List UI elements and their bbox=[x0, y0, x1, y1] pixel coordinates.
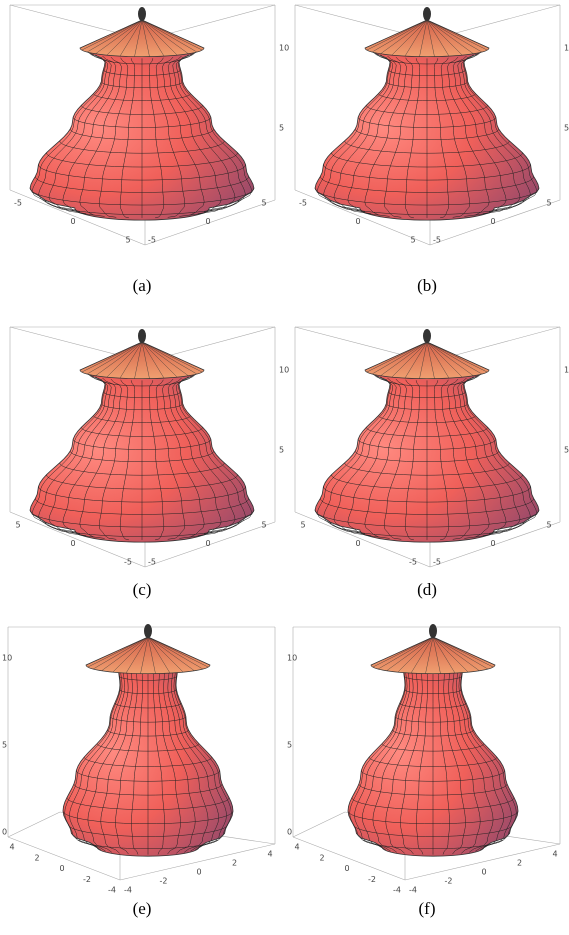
z-tick-label: 5 bbox=[564, 124, 569, 133]
x-tick-label: -5 bbox=[124, 558, 132, 567]
y-tick-label: 0 bbox=[481, 868, 486, 877]
y-tick-label: 0 bbox=[205, 217, 210, 226]
panel: 0 5 10 4 2 0 -2 -4 -4 -2 0 2 4 (f) bbox=[287, 624, 560, 918]
lid bbox=[80, 20, 204, 57]
caption: (a) bbox=[133, 276, 152, 295]
x-tick-label: 0 bbox=[355, 217, 360, 226]
y-tick-label: -5 bbox=[148, 558, 156, 567]
lid bbox=[365, 20, 489, 57]
panel: 5 10 5 0 -5 -5 0 5 (d) bbox=[295, 327, 569, 599]
x-tick-label: -5 bbox=[14, 199, 22, 208]
x-tick-label: 2 bbox=[34, 853, 39, 862]
x-tick-label: -5 bbox=[409, 558, 417, 567]
x-tick-label: 4 bbox=[294, 843, 299, 852]
x-tick-label: -2 bbox=[83, 875, 91, 884]
y-tick-label: -4 bbox=[124, 886, 132, 895]
y-tick-label: 2 bbox=[232, 859, 237, 868]
caption: (c) bbox=[133, 580, 152, 599]
x-tick-label: -2 bbox=[368, 875, 376, 884]
x-tick-label: 2 bbox=[319, 853, 324, 862]
y-tick-label: 5 bbox=[546, 199, 551, 208]
z-tick-label: 10 bbox=[287, 654, 297, 663]
caption: (e) bbox=[133, 899, 152, 918]
z-tick-label: 10 bbox=[2, 654, 12, 663]
y-tick-label: 0 bbox=[490, 539, 495, 548]
panel: 5 10 -5 0 5 -5 0 5 (a) bbox=[10, 5, 289, 295]
y-tick-label: -5 bbox=[148, 236, 156, 245]
x-tick-label: 0 bbox=[355, 539, 360, 548]
z-tick-label: 5 bbox=[287, 741, 292, 750]
caption: (f) bbox=[419, 899, 436, 918]
y-tick-label: 4 bbox=[552, 850, 557, 859]
knob bbox=[138, 329, 146, 343]
panel: 5 10 -5 0 5 -5 0 5 (b) bbox=[295, 5, 569, 295]
z-tick-label: 5 bbox=[279, 124, 284, 133]
box-edge bbox=[293, 812, 345, 837]
x-tick-label: 0 bbox=[59, 864, 64, 873]
figure: 5 10 -5 0 5 -5 0 5 (a) 5 10 -5 0 5 -5 0 5 (b) 5 10 5 0 -5 -5 0 5 (… bbox=[0, 0, 569, 935]
y-tick-label: 5 bbox=[546, 521, 551, 530]
z-tick-label: 5 bbox=[2, 741, 7, 750]
x-tick-label: -5 bbox=[299, 199, 307, 208]
x-tick-label: 0 bbox=[344, 864, 349, 873]
lid bbox=[365, 342, 489, 379]
y-tick-label: 0 bbox=[205, 539, 210, 548]
x-tick-label: -4 bbox=[393, 886, 401, 895]
caption: (d) bbox=[417, 580, 437, 599]
lid bbox=[371, 637, 495, 674]
y-tick-label: 5 bbox=[261, 199, 266, 208]
x-tick-label: 4 bbox=[9, 843, 14, 852]
y-tick-label: -2 bbox=[445, 877, 453, 886]
lid bbox=[80, 342, 204, 379]
y-tick-label: 0 bbox=[196, 868, 201, 877]
z-tick-label: 5 bbox=[279, 446, 284, 455]
knob bbox=[144, 624, 152, 638]
z-tick-label: 10 bbox=[564, 366, 569, 375]
z-tick-label: 10 bbox=[279, 44, 289, 53]
lid bbox=[86, 637, 210, 674]
x-tick-label: 5 bbox=[125, 236, 130, 245]
z-tick-label: 10 bbox=[564, 44, 569, 53]
box-edge bbox=[8, 812, 60, 837]
z-tick-label: 0 bbox=[2, 828, 7, 837]
knob bbox=[423, 329, 431, 343]
y-tick-label: 5 bbox=[261, 521, 266, 530]
x-tick-label: 0 bbox=[70, 217, 75, 226]
y-tick-label: -2 bbox=[160, 877, 168, 886]
z-tick-label: 10 bbox=[279, 366, 289, 375]
x-tick-label: 0 bbox=[70, 539, 75, 548]
knob bbox=[138, 7, 146, 21]
z-tick-label: 0 bbox=[287, 828, 292, 837]
y-tick-label: 2 bbox=[517, 859, 522, 868]
y-tick-label: -5 bbox=[433, 558, 441, 567]
caption: (b) bbox=[417, 276, 437, 295]
y-tick-label: 0 bbox=[490, 217, 495, 226]
x-tick-label: 5 bbox=[410, 236, 415, 245]
x-tick-label: -4 bbox=[108, 886, 116, 895]
z-tick-label: 5 bbox=[564, 446, 569, 455]
panel: 5 10 5 0 -5 -5 0 5 (c) bbox=[10, 327, 289, 599]
y-tick-label: -5 bbox=[433, 236, 441, 245]
x-tick-label: 5 bbox=[15, 521, 20, 530]
knob bbox=[429, 624, 437, 638]
y-tick-label: -4 bbox=[409, 886, 417, 895]
panel: 0 5 10 4 2 0 -2 -4 -4 -2 0 2 4 (e) bbox=[2, 624, 275, 918]
x-tick-label: 5 bbox=[300, 521, 305, 530]
y-tick-label: 4 bbox=[267, 850, 272, 859]
knob bbox=[423, 7, 431, 21]
